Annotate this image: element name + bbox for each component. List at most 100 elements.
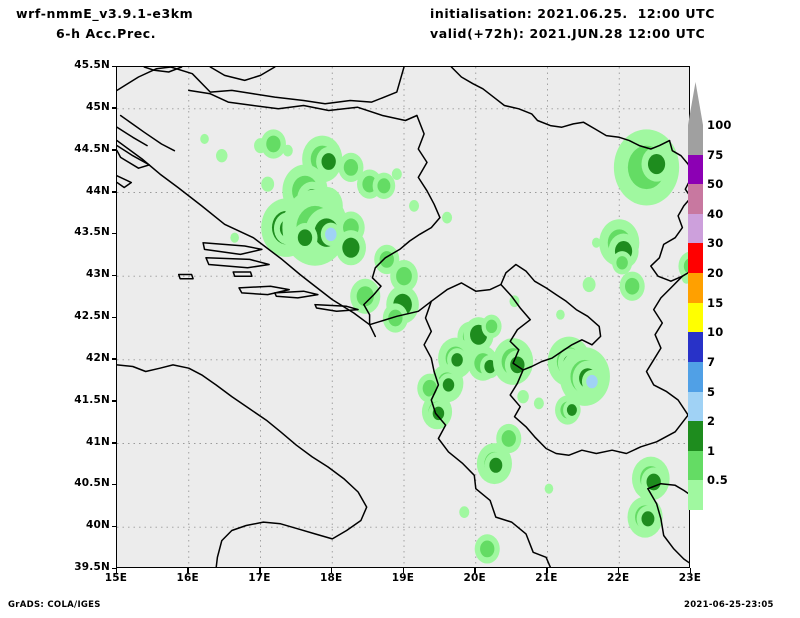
colorbar-tick-label: 0.5 <box>707 473 728 488</box>
colorbar-band <box>688 154 703 185</box>
geo-boundary-line <box>209 67 276 82</box>
latitude-tick-mark <box>112 191 117 193</box>
longitude-tick-label: 22E <box>607 572 630 584</box>
longitude-tick-mark <box>402 568 404 573</box>
latitude-tick-mark <box>112 149 117 151</box>
colorbar-tick-label: 7 <box>707 354 716 369</box>
model-name-label: wrf-nmmE_v3.9.1-e3km <box>16 6 194 21</box>
colorbar-band <box>688 332 703 362</box>
colorbar-band <box>688 243 703 274</box>
precip-cell <box>591 237 601 248</box>
initialisation-label: initialisation: 2021.06.25. 12:00 UTC <box>430 6 716 21</box>
precip-cell <box>388 309 403 327</box>
precip-cell <box>297 229 313 247</box>
latitude-tick-mark <box>112 400 117 402</box>
colorbar-band <box>688 273 703 303</box>
longitude-tick-label: 18E <box>320 572 343 584</box>
precip-cell <box>480 540 495 558</box>
latitude-tick-label: 42.5N <box>74 310 110 322</box>
longitude-tick-mark <box>259 568 261 573</box>
latitude-tick-mark <box>112 274 117 277</box>
colorbar-overflow-arrow <box>688 82 703 125</box>
colorbar-band <box>688 391 703 422</box>
grads-credit-label: GrADS: COLA/IGES <box>8 600 101 610</box>
precip-cell <box>556 309 565 320</box>
colorbar-band <box>688 213 703 244</box>
colorbar-tick-label: 30 <box>707 236 724 251</box>
geo-boundary-line <box>363 114 441 326</box>
geo-boundary-line <box>188 89 418 122</box>
geo-boundary-line <box>645 271 689 416</box>
longitude-tick-label: 15E <box>104 572 128 584</box>
precip-cell <box>647 154 666 175</box>
geo-boundary-line <box>500 283 689 456</box>
precip-cell <box>544 483 554 494</box>
geo-boundary-line <box>450 67 671 150</box>
precip-cell <box>489 457 503 473</box>
latitude-tick-label: 41.5N <box>74 393 110 406</box>
precip-cell <box>230 232 239 243</box>
longitude-tick-label: 16E <box>176 572 199 584</box>
precip-cell <box>484 359 496 374</box>
longitude-tick-mark <box>617 568 620 573</box>
precip-cell <box>261 176 275 192</box>
precip-cell <box>200 133 209 144</box>
precip-cell <box>422 379 438 397</box>
precip-cell <box>342 237 360 258</box>
geo-boundary-line <box>500 263 602 371</box>
map-plot-frame <box>116 66 690 568</box>
precip-cell <box>485 319 498 334</box>
colorbar-band <box>688 302 703 333</box>
precip-cell <box>432 406 445 421</box>
valid-time-label: valid(+72h): 2021.JUN.28 12:00 UTC <box>430 26 706 41</box>
coastlines-and-borders <box>117 67 689 567</box>
geo-boundary-line <box>119 114 176 152</box>
geo-boundary-line <box>170 67 405 105</box>
precip-cell <box>377 178 391 194</box>
precipitation-map-svg <box>117 67 689 567</box>
precip-cell <box>266 135 281 153</box>
colorbar-tick-label: 15 <box>707 295 724 310</box>
precip-cell <box>216 148 228 163</box>
geo-boundary-line <box>117 364 368 567</box>
geo-boundary-line <box>314 303 359 313</box>
geo-boundary-line <box>117 67 172 92</box>
longitude-tick-mark <box>187 568 189 573</box>
latitude-tick-mark <box>112 567 117 569</box>
latitude-tick-mark <box>112 107 117 109</box>
colorbar-band <box>688 450 703 481</box>
field-name-label: 6-h Acc.Prec. <box>56 26 157 41</box>
precip-cell <box>325 227 337 242</box>
precip-cell <box>517 389 529 404</box>
precip-cell <box>409 200 420 212</box>
longitude-tick-mark <box>474 568 476 573</box>
colorbar-tick-label: 20 <box>707 266 724 281</box>
latitude-tick-label: 39.5N <box>74 561 110 573</box>
colorbar-tick-label: 1 <box>707 443 716 458</box>
precip-cell <box>582 277 596 293</box>
precip-cell <box>396 266 412 286</box>
precip-cell <box>624 277 640 295</box>
colorbar[interactable] <box>688 125 703 510</box>
latitude-tick-label: 43N <box>86 268 110 281</box>
longitude-tick-mark <box>546 568 548 573</box>
geo-boundary-line <box>647 482 662 490</box>
colorbar-tick-label: 75 <box>707 147 724 162</box>
colorbar-tick-label: 2 <box>707 414 716 429</box>
latitude-tick-mark <box>112 358 117 360</box>
precip-cell <box>459 506 470 518</box>
geo-boundary-line <box>660 482 689 495</box>
latitude-tick-label: 45.5N <box>74 59 110 71</box>
colorbar-band <box>688 480 703 510</box>
latitude-tick-label: 40.5N <box>74 477 110 490</box>
colorbar-tick-label: 40 <box>707 206 724 221</box>
geo-boundary-line <box>274 290 319 299</box>
latitude-tick-mark <box>112 316 117 318</box>
geo-boundary-line <box>668 139 689 169</box>
colorbar-band <box>688 361 703 392</box>
longitude-tick-label: 17E <box>248 572 271 584</box>
longitude-tick-label: 20E <box>463 572 486 584</box>
colorbar-band <box>688 421 703 451</box>
longitude-tick-label: 23E <box>678 572 702 584</box>
precip-cell <box>356 286 374 307</box>
